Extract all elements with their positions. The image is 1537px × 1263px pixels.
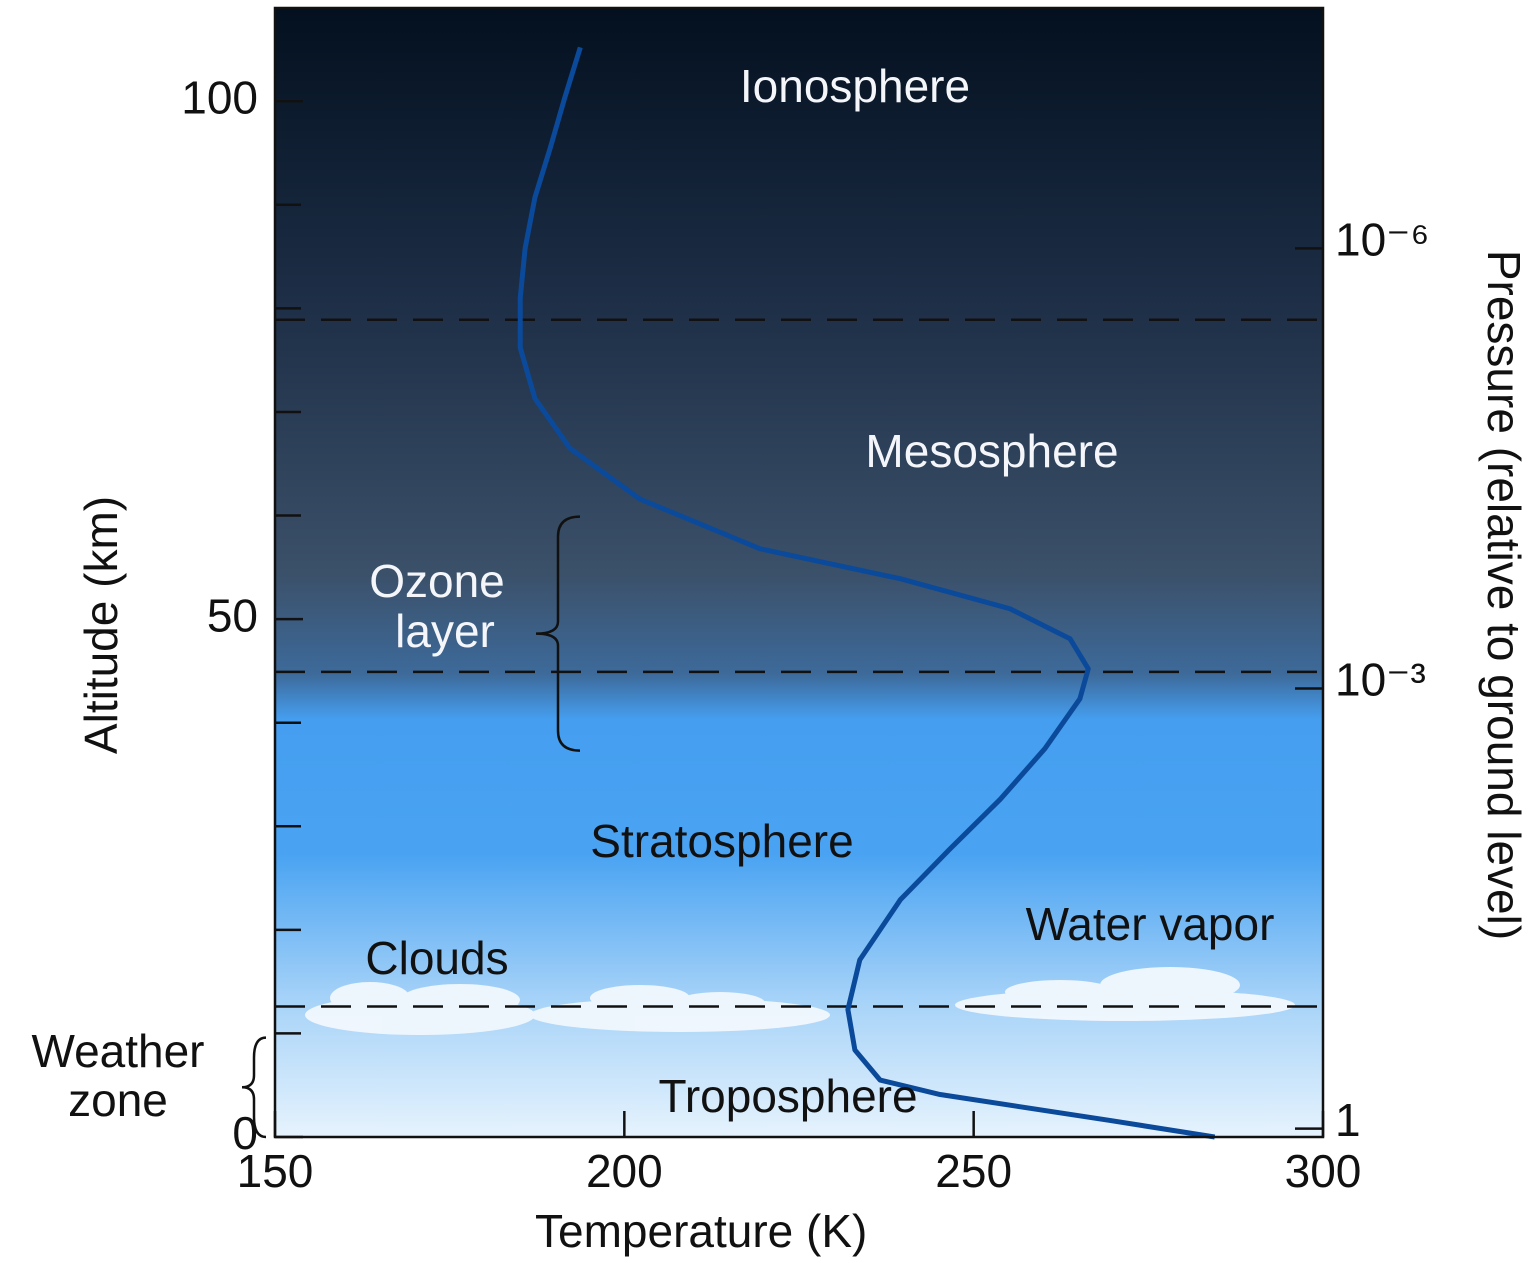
x-tick-label: 150: [237, 1145, 314, 1197]
y2-tick-label: 10⁻³: [1335, 654, 1426, 706]
region-label: Ionosphere: [740, 60, 970, 112]
x-tick-label: 300: [1285, 1145, 1362, 1197]
plot-background: [275, 8, 1323, 1137]
region-label: Troposphere: [658, 1070, 917, 1122]
y2-tick-label: 10⁻⁶: [1335, 214, 1429, 266]
x-axis-label: Temperature (K): [535, 1205, 867, 1257]
y-tick-label: 50: [207, 589, 258, 641]
clouds: [305, 967, 1295, 1035]
water-vapor-label: Water vapor: [1026, 898, 1275, 950]
temperature-curve: [517, 46, 1216, 1140]
y-tick-label: 100: [181, 71, 258, 123]
ozone-brace: [535, 515, 581, 752]
y2-axis-label: Pressure (relative to ground level): [1478, 250, 1530, 940]
weather-zone-label: zone: [68, 1074, 168, 1126]
y-tick-label: 0: [232, 1107, 258, 1159]
ozone-label: Ozone: [369, 555, 505, 607]
ozone-label: layer: [395, 605, 495, 657]
region-label: Stratosphere: [590, 815, 853, 867]
y2-tick-label: 1: [1335, 1094, 1361, 1146]
y-axis-label: Altitude (km): [75, 496, 127, 754]
x-tick-label: 250: [935, 1145, 1012, 1197]
region-label: Mesosphere: [865, 425, 1118, 477]
clouds-label: Clouds: [365, 932, 508, 984]
weather-brace: [241, 1036, 267, 1139]
x-tick-label: 200: [586, 1145, 663, 1197]
plot-frame: [273, 6, 1325, 1139]
weather-zone-label: Weather: [31, 1025, 204, 1077]
